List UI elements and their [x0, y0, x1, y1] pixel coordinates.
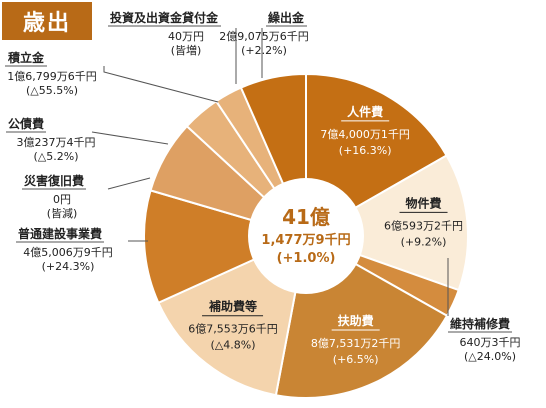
slice-5-change: (+24.3%): [42, 260, 95, 273]
center-total-sub: 1,477万9千円: [261, 232, 350, 248]
slice-3-amount: 8億7,531万2千円: [311, 337, 401, 350]
pie-slice-5: [143, 189, 309, 305]
slice-1-amount: 6億593万2千円: [384, 219, 463, 232]
slice-5-amount: 4億5,006万9千円: [23, 246, 113, 259]
slice-2-change: (△24.0%): [464, 350, 516, 363]
slice-8-amount: 1億6,799万6千円: [7, 70, 97, 83]
slice-10-name: 繰出金: [268, 10, 305, 25]
slice-0-name: 人件費: [347, 104, 383, 119]
slice-1-change: (+9.2%): [401, 235, 447, 248]
slice-3-name: 扶助費: [338, 313, 374, 328]
slice-4-change: (△4.8%): [211, 339, 256, 352]
slice-8-name: 積立金: [7, 50, 45, 65]
slice-5-name: 普通建設事業費: [18, 226, 102, 241]
slice-0-amount: 7億4,000万1千円: [320, 128, 410, 141]
slice-10-change: (+2.2%): [241, 44, 287, 57]
slice-7-change: (△5.2%): [34, 150, 79, 163]
slice-7-amount: 3億237万4千円: [17, 136, 96, 149]
slice-0-change: (+16.3%): [339, 144, 392, 157]
center-total: 41億: [282, 205, 330, 229]
slice-9-name: 投資及出資金貸付金: [110, 10, 219, 25]
slice-4-amount: 6億7,553万6千円: [188, 323, 278, 336]
slice-7-leader-line: [91, 131, 169, 145]
slice-10-amount: 2億9,075万6千円: [219, 30, 309, 43]
slice-7-name: 公債費: [8, 116, 44, 131]
slice-4-name: 補助費等: [208, 299, 257, 314]
slice-6-change: (皆減): [47, 206, 78, 220]
slice-2-amount: 640万3千円: [460, 336, 521, 349]
slice-1-name: 物件費: [406, 195, 442, 210]
slice-8-leader-line: [103, 66, 219, 103]
expenditure-title-tag: 歳出: [2, 2, 92, 40]
center-hole: [248, 178, 364, 294]
center-total-change: (+1.0%): [277, 251, 336, 266]
slice-6-amount: 0円: [53, 193, 71, 206]
slice-3-change: (+6.5%): [333, 353, 379, 366]
slice-2-name: 維持補修費: [450, 316, 510, 331]
slice-6-leader-line: [107, 177, 151, 190]
slice-9-amount: 40万円: [168, 30, 204, 43]
slice-8-change: (△55.5%): [26, 84, 78, 97]
slice-6-name: 災害復旧費: [24, 173, 84, 188]
slice-9-change: (皆増): [171, 44, 202, 57]
pie-slice-1: [303, 154, 469, 292]
